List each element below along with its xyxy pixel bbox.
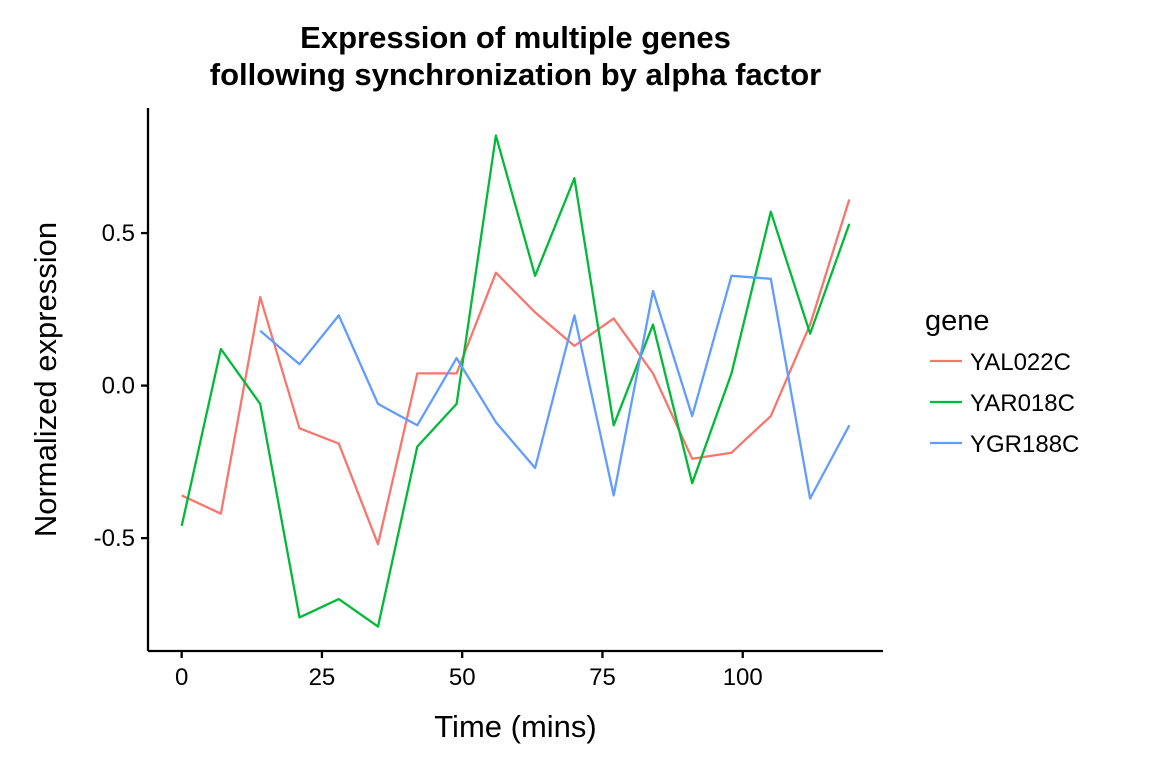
y-axis-title: Normalized expression: [28, 222, 63, 537]
x-tick-label: 75: [589, 664, 616, 691]
legend-label-yar018c: YAR018C: [970, 390, 1075, 417]
x-tick-label: 0: [175, 664, 188, 691]
series-line-yal022c: [181, 199, 851, 546]
legend: gene YAL022C YAR018C YGR188C: [925, 305, 1079, 458]
y-tick-label: 0.5: [102, 220, 135, 247]
y-tick-label: 0.0: [102, 373, 135, 400]
series-line-ygr188c: [259, 274, 851, 500]
y-tick-label: -0.5: [94, 525, 135, 552]
legend-title: gene: [925, 305, 990, 337]
legend-label-ygr188c: YGR188C: [970, 431, 1079, 458]
x-tick-label: 25: [309, 664, 336, 691]
x-axis-title: Time (mins): [434, 709, 596, 744]
x-tick-label: 50: [449, 664, 476, 691]
x-axis-ticks: 0 25 50 75 100: [175, 651, 763, 691]
axes: [146, 108, 883, 653]
series-lines: [180, 134, 851, 628]
y-axis-ticks: -0.5 0.0 0.5: [94, 220, 148, 552]
legend-label-yal022c: YAL022C: [970, 349, 1071, 376]
chart-title-line: Expression of multiple genes: [300, 20, 731, 55]
chart-title-line: following synchronization by alpha facto…: [210, 57, 821, 92]
x-tick-label: 100: [723, 664, 763, 691]
series-line-yar018c: [180, 134, 851, 628]
